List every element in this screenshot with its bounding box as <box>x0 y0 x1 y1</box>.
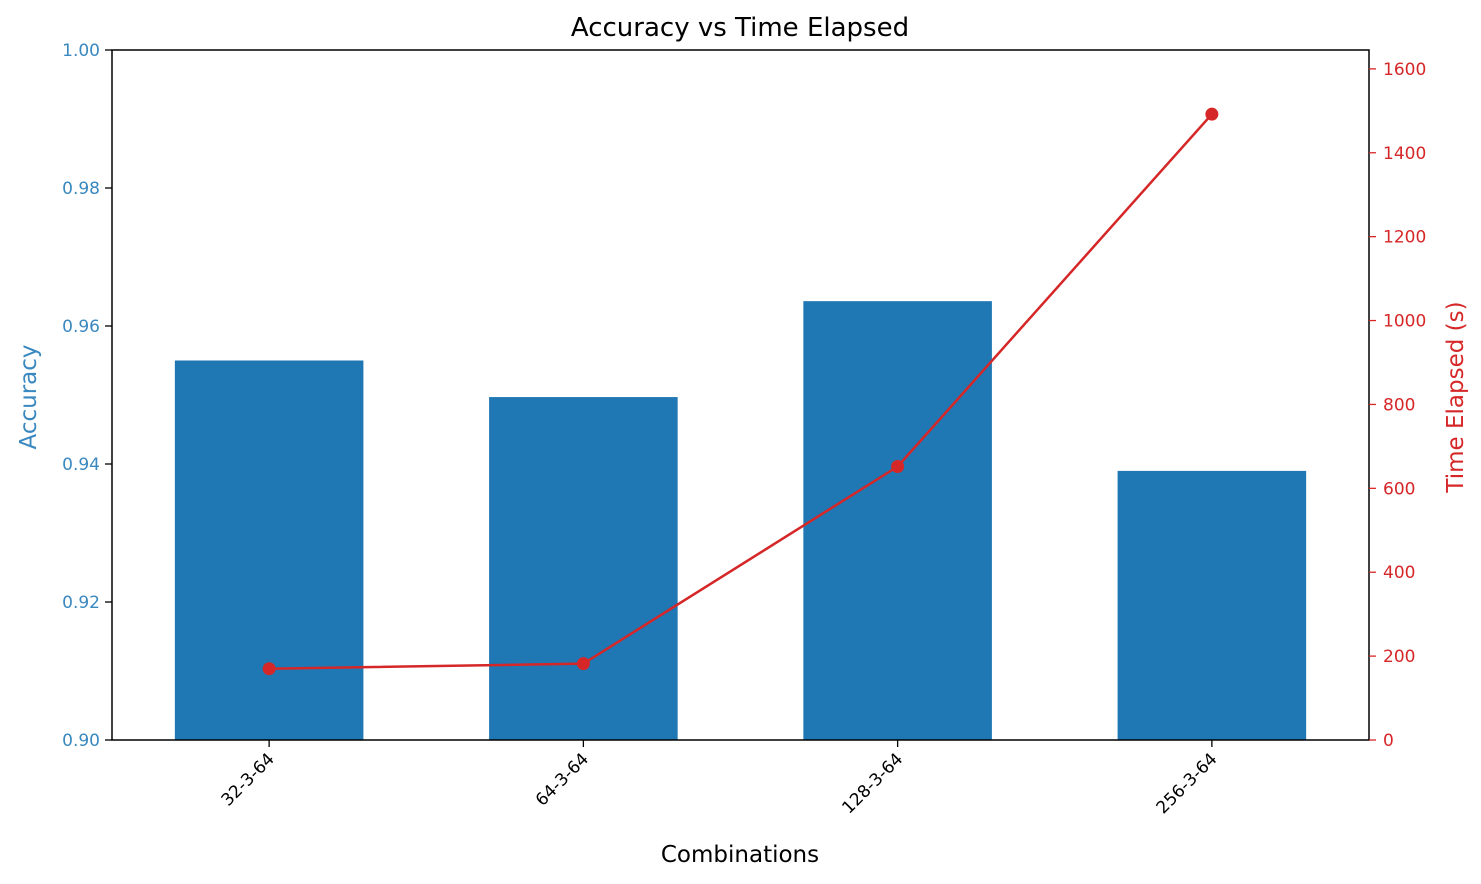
time-point-128-3-64 <box>891 460 905 474</box>
y-left-tick-label: 0.94 <box>62 455 100 475</box>
y-right-tick-label: 1200 <box>1383 228 1426 248</box>
y-left-tick-label: 0.92 <box>62 593 100 613</box>
time-point-256-3-64 <box>1205 107 1219 121</box>
y-right-tick-label: 1600 <box>1383 60 1426 80</box>
y-axis-right-label: Time Elapsed (s) <box>1443 301 1469 493</box>
bar-128-3-64 <box>803 301 992 740</box>
time-point-64-3-64 <box>576 657 590 671</box>
bar-64-3-64 <box>489 397 678 740</box>
bar-256-3-64 <box>1117 470 1307 740</box>
y-right-tick-label: 600 <box>1383 479 1415 499</box>
y-right-tick-label: 400 <box>1383 563 1415 583</box>
x-tick-label: 32-3-64 <box>218 749 279 810</box>
x-axis-label: Combinations <box>661 842 819 868</box>
y-left-tick-label: 0.98 <box>62 179 100 199</box>
x-tick-label: 128-3-64 <box>838 749 907 818</box>
plot-frame <box>111 49 1370 741</box>
y-right-tick-label: 200 <box>1383 647 1415 667</box>
y-right-tick-label: 1000 <box>1383 312 1426 332</box>
y-left-tick-label: 1.00 <box>62 41 100 61</box>
x-tick-label: 64-3-64 <box>532 749 593 810</box>
y-axis-left-label: Accuracy <box>16 344 42 449</box>
bar-32-3-64 <box>174 360 364 740</box>
y-left-tick-label: 0.96 <box>62 317 100 337</box>
time-point-32-3-64 <box>262 662 276 676</box>
y-right-tick-label: 0 <box>1383 731 1394 751</box>
chart-title: Accuracy vs Time Elapsed <box>571 13 909 43</box>
y-right-tick-label: 1400 <box>1383 144 1426 164</box>
x-tick-label: 256-3-64 <box>1153 749 1222 818</box>
y-right-tick-label: 800 <box>1383 395 1415 415</box>
y-left-tick-label: 0.90 <box>62 731 100 751</box>
time-elapsed-line <box>269 113 1213 670</box>
